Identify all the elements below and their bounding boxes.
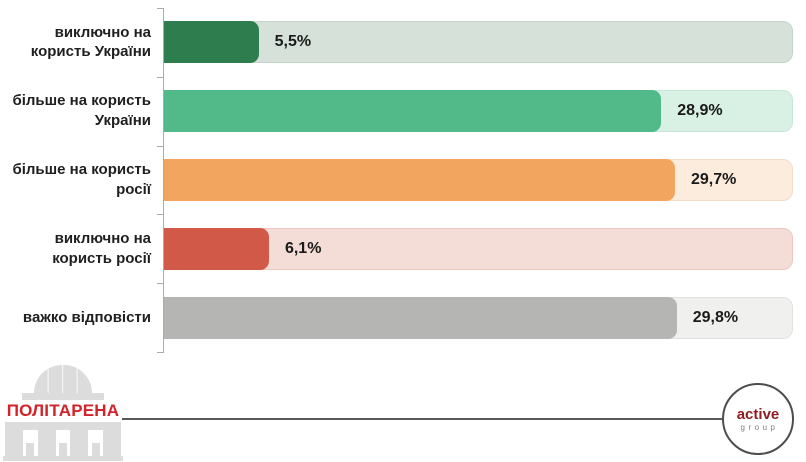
politarena-wordmark: ПОЛІТАРЕНА <box>6 401 120 420</box>
active-group-logo: active group <box>722 383 794 455</box>
bar-chart: виключно на користь України 5,5% більше на … <box>0 8 806 353</box>
parliament-step-icon <box>22 393 104 400</box>
bar-track: 6,1% <box>163 227 793 270</box>
chart-row: більше на користь України 28,9% <box>0 77 806 146</box>
category-label: більше на користь росії <box>12 161 151 198</box>
bar-track-wrap: 28,9% <box>163 90 793 133</box>
bar-track-wrap: 6,1% <box>163 227 793 270</box>
chart-rows: виключно на користь України 5,5% більше на … <box>0 8 806 352</box>
parliament-pier-icon <box>70 430 89 456</box>
parliament-pier-icon <box>102 430 121 456</box>
bar <box>163 158 675 201</box>
category-label: більше на користь України <box>12 92 151 130</box>
axis-tick <box>157 214 164 216</box>
parliament-columns-icon <box>5 430 121 456</box>
bar-track: 28,9% <box>163 90 793 133</box>
chart-row: виключно на користь України 5,5% <box>0 8 806 77</box>
parliament-pier-icon <box>5 430 23 456</box>
parliament-small-column-icon <box>58 443 67 456</box>
bar-track-wrap: 29,8% <box>163 296 793 339</box>
category-label: важко відповісти <box>22 308 151 326</box>
category-axis-line <box>157 8 164 353</box>
active-group-subtext: group <box>740 422 779 432</box>
parliament-lintel-icon <box>5 422 121 430</box>
bar-track: 5,5% <box>163 21 793 64</box>
category-label: виключно на користь росії <box>52 229 151 267</box>
politarena-logo: ПОЛІТАРЕНА <box>3 365 123 461</box>
bar <box>163 90 662 133</box>
category-label: виключно на користь України <box>30 23 151 61</box>
value-label: 29,7% <box>691 170 737 188</box>
parliament-gap <box>89 430 102 456</box>
axis-tick <box>157 352 164 353</box>
bar-track: 29,7% <box>163 158 793 201</box>
parliament-small-column-icon <box>91 443 100 456</box>
axis-tick <box>157 283 164 285</box>
parliament-gap <box>56 430 69 456</box>
chart-row: важко відповісти 29,8% <box>0 283 806 352</box>
footer-divider-line <box>122 418 722 420</box>
bar <box>163 21 259 64</box>
chart-row: більше на користь росії 29,7% <box>0 146 806 215</box>
parliament-pier-icon <box>37 430 56 456</box>
parliament-small-column-icon <box>26 443 35 456</box>
axis-tick <box>157 145 164 147</box>
chart-row: виключно на користь росії 6,1% <box>0 214 806 283</box>
bar <box>163 296 677 339</box>
bar-track-wrap: 5,5% <box>163 21 793 64</box>
value-label: 29,8% <box>692 308 739 326</box>
value-label: 5,5% <box>274 33 312 51</box>
parliament-base-icon <box>3 456 123 461</box>
politarena-text-band: ПОЛІТАРЕНА <box>3 400 123 422</box>
parliament-gap <box>24 430 37 456</box>
active-group-wordmark: active <box>736 405 780 423</box>
bar-track-wrap: 29,7% <box>163 158 793 201</box>
axis-tick <box>157 8 164 9</box>
axis-tick <box>157 76 164 78</box>
bar <box>163 227 269 270</box>
bar-track: 29,8% <box>163 296 793 339</box>
value-label: 28,9% <box>677 102 723 120</box>
parliament-dome-icon <box>34 365 92 393</box>
value-label: 6,1% <box>284 239 322 257</box>
